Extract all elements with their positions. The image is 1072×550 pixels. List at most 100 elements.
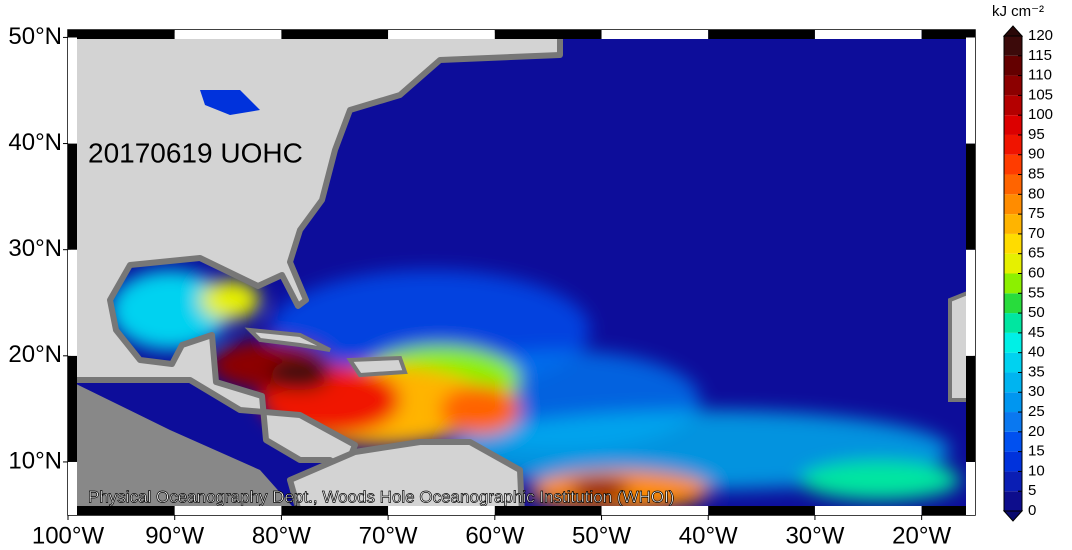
colorbar-tick-label: 60 (1028, 264, 1045, 281)
colorbar-segment (1004, 154, 1022, 175)
colorbar-segment (1004, 392, 1022, 413)
colorbar-tick-label: 25 (1028, 403, 1045, 420)
frame-band (921, 506, 975, 515)
colorbar-tick-label: 65 (1028, 245, 1045, 262)
frame-band (966, 461, 975, 515)
frame-band (388, 30, 495, 39)
colorbar-segment (1004, 233, 1022, 254)
colorbar-segment (1004, 75, 1022, 96)
x-tick-label: 90°W (145, 522, 204, 549)
x-tick-label: 40°W (679, 522, 738, 549)
frame-band (68, 249, 77, 356)
colorbar-tick-label: 75 (1028, 205, 1045, 222)
frame-band (68, 461, 77, 515)
colorbar-tick-label: 15 (1028, 443, 1045, 460)
x-tick-label: 60°W (465, 522, 524, 549)
frame-band (281, 506, 389, 515)
colorbar-under (1002, 510, 1024, 522)
colorbar-segment (1004, 273, 1022, 294)
frame-band (68, 37, 77, 144)
frame-band (494, 30, 602, 39)
colorbar-tick-label: 35 (1028, 363, 1045, 380)
land (68, 30, 975, 515)
credit: Physical Oceanography Dept., Woods Hole … (88, 487, 674, 506)
colorbar-segment (1004, 352, 1022, 373)
frame-band (68, 355, 77, 462)
frame-band (174, 30, 282, 39)
colorbar-tick-label: 45 (1028, 324, 1045, 341)
colorbar-segment (1004, 471, 1022, 492)
x-tick-label: 30°W (785, 522, 844, 549)
colorbar-segment (1004, 491, 1022, 511)
x-tick-label: 70°W (359, 522, 418, 549)
colorbar-tick-label: 40 (1028, 344, 1045, 361)
colorbar-tick-label: 90 (1028, 146, 1045, 163)
frame-band (68, 30, 175, 39)
frame-band (601, 506, 709, 515)
frame-band (966, 30, 975, 38)
colorbar-tick-label: 105 (1028, 86, 1053, 103)
frame-band (708, 30, 815, 39)
x-tick-label: 100°W (32, 522, 105, 549)
colorbar-tick-label: 95 (1028, 126, 1045, 143)
frame-band (601, 30, 709, 39)
colorbar-segment (1004, 332, 1022, 353)
colorbar-segment (1004, 115, 1022, 135)
colorbar-label: kJ cm⁻² (992, 3, 1044, 20)
colorbar-tick-label: 85 (1028, 166, 1045, 183)
colorbar-segment (1004, 214, 1022, 234)
colorbar-tick-label: 50 (1028, 304, 1045, 321)
colorbar-segment (1004, 372, 1022, 393)
colorbar-tick-label: 100 (1028, 106, 1053, 123)
frame-band (966, 143, 975, 250)
colorbar-tick-label: 30 (1028, 383, 1045, 400)
map-title: 20170619 UOHC (88, 137, 303, 168)
heat-field (110, 270, 960, 510)
frame-band (68, 143, 77, 250)
colorbar-segment (1004, 194, 1022, 215)
frame-band (494, 506, 602, 515)
y-tick-label: 20°N (8, 341, 62, 368)
colorbar-segment (1004, 412, 1022, 432)
x-tick-label: 20°W (892, 522, 951, 549)
frame-band (814, 30, 922, 39)
colorbar-segment (1004, 431, 1022, 452)
colorbar-segment (1004, 36, 1022, 56)
colorbar-segment (1004, 95, 1022, 116)
y-tick-label: 30°N (8, 235, 62, 262)
frame-band (966, 249, 975, 356)
colorbar-tick-label: 5 (1028, 482, 1036, 499)
colorbar-over (1002, 25, 1024, 37)
y-tick-label: 40°N (8, 129, 62, 156)
colorbar-tick-label: 0 (1028, 502, 1036, 519)
frame-band (68, 30, 77, 38)
colorbar-tick-label: 110 (1028, 67, 1052, 84)
colorbar-tick-label: 115 (1028, 47, 1052, 64)
frame-band (966, 37, 975, 144)
frame-band (68, 506, 175, 515)
frame-band (388, 506, 495, 515)
colorbar-segment (1004, 451, 1022, 472)
x-tick-label: 50°W (572, 522, 631, 549)
frame-band (966, 355, 975, 462)
colorbar-tick-label: 80 (1028, 185, 1045, 202)
colorbar-segment (1004, 55, 1022, 76)
colorbar-tick-label: 120 (1028, 27, 1053, 44)
map-area (68, 30, 975, 515)
y-tick-label: 50°N (8, 23, 62, 50)
colorbar-segment (1004, 174, 1022, 195)
colorbar-tick-label: 20 (1028, 423, 1045, 440)
colorbar-segment (1004, 293, 1022, 314)
frame-band (921, 30, 975, 39)
colorbar-tick-label: 70 (1028, 225, 1045, 242)
frame-band (174, 506, 282, 515)
frame-band (708, 506, 815, 515)
frame-band (814, 506, 922, 515)
colorbar-segment (1004, 253, 1022, 274)
frame-band (281, 30, 389, 39)
colorbar-segment (1004, 313, 1022, 333)
colorbar-segment (1004, 134, 1022, 155)
x-tick-label: 80°W (252, 522, 311, 549)
colorbar-tick-label: 55 (1028, 284, 1045, 301)
